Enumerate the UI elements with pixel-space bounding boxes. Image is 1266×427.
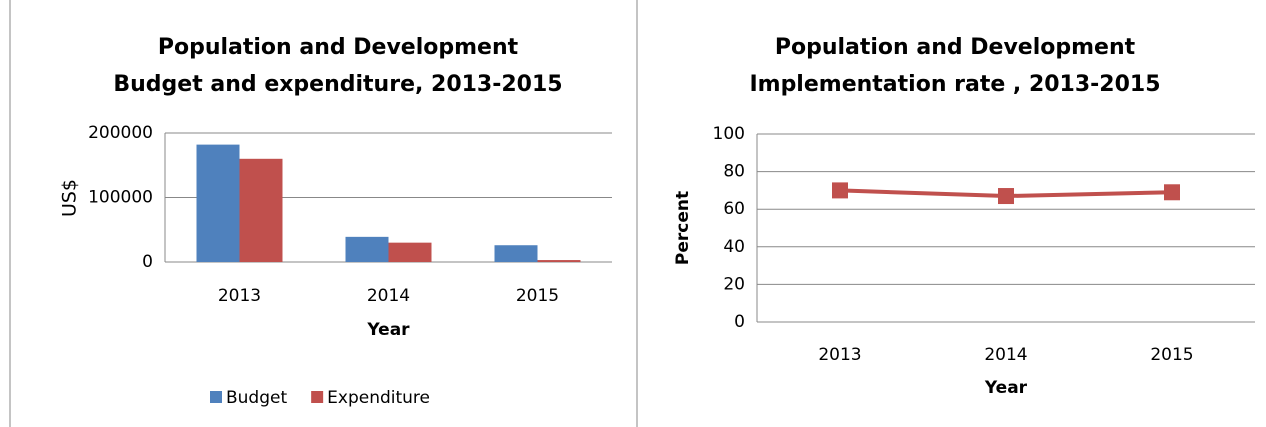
x-tick-label: 2013 [818, 345, 861, 365]
y-tick-label: 200000 [88, 123, 153, 143]
chart-title: Population and Development [775, 35, 1136, 60]
x-axis-title: Year [984, 378, 1028, 398]
x-tick-label: 2014 [367, 286, 410, 306]
chart-subtitle: Implementation rate , 2013-2015 [749, 72, 1160, 97]
marker [832, 182, 848, 199]
x-tick-label: 2014 [984, 345, 1027, 365]
y-tick-label: 0 [142, 252, 153, 272]
marker [1164, 184, 1180, 201]
y-tick-label: 20 [723, 274, 745, 294]
x-tick-label: 2015 [516, 286, 559, 306]
marker [998, 188, 1014, 205]
x-tick-label: 2015 [1150, 345, 1193, 365]
legend-swatch [210, 391, 222, 403]
y-tick-label: 80 [723, 162, 745, 182]
y-tick-label: 60 [723, 199, 745, 219]
legend-swatch [311, 391, 324, 403]
y-tick-label: 100000 [88, 188, 153, 208]
y-tick-label: 0 [734, 312, 745, 332]
x-axis-title: Year [366, 320, 410, 340]
y-tick-label: 100 [713, 124, 745, 144]
legend-label: Budget [226, 388, 287, 408]
bar [494, 245, 538, 262]
bar [196, 144, 240, 262]
y-tick-label: 40 [723, 237, 745, 257]
y-axis-title: US$ [59, 179, 81, 217]
legend-label: Expenditure [327, 388, 430, 408]
x-tick-label: 2013 [218, 286, 261, 306]
bar [537, 260, 581, 262]
bar [388, 242, 432, 262]
bar [239, 158, 283, 262]
chart-subtitle: Budget and expenditure, 2013-2015 [113, 72, 562, 97]
y-axis-title: Percent [673, 191, 693, 265]
bar [345, 236, 389, 262]
chart-title: Population and Development [158, 35, 519, 60]
